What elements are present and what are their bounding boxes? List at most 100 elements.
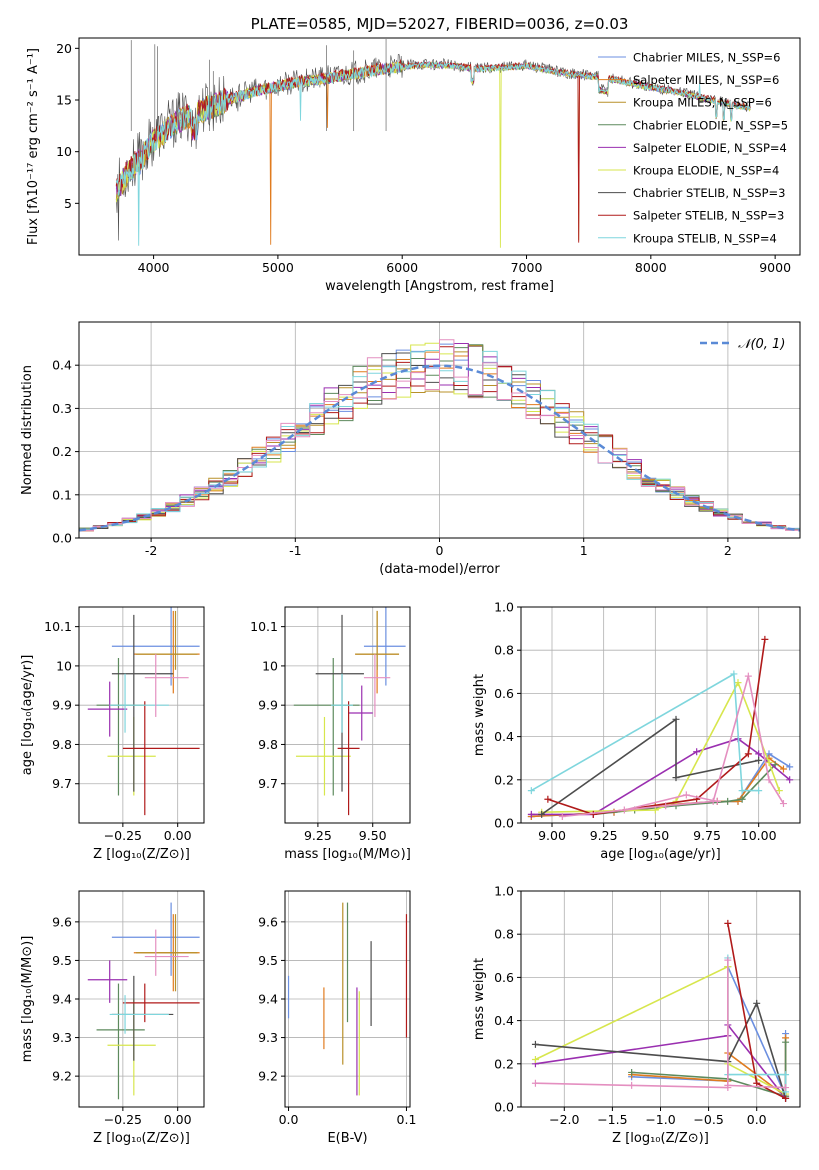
weight-marker — [724, 956, 732, 964]
y-tick-label: 9.3 — [52, 1030, 72, 1045]
x-tick-label: -2 — [145, 543, 157, 558]
mass-vs-metallicity-panel: −0.25 0.00 9.2 9.3 9.4 9.5 9.6 Z [log₁₀(Z/Z⊙)] m… — [20, 890, 205, 1146]
weight-series-line — [547, 639, 766, 816]
x-tick-label: 0.1 — [397, 1112, 417, 1127]
weight-marker — [724, 1084, 732, 1092]
legend-label: Salpeter STELIB, N_SSP=3 — [633, 209, 784, 223]
y-axis-label: mass [log₁₀(M/M⊙)] — [20, 936, 35, 1063]
x-tick-label: -1 — [289, 543, 301, 558]
weight-series-line — [562, 675, 785, 818]
weight-marker — [786, 776, 794, 784]
weight-marker — [744, 750, 752, 758]
weight-marker — [738, 795, 746, 803]
spectrum-series-line — [115, 61, 751, 246]
weight-marker — [755, 756, 763, 764]
weight-marker — [628, 1068, 636, 1076]
weight-marker — [734, 679, 742, 687]
y-tick-label: 9.5 — [52, 953, 72, 968]
plot-area — [527, 635, 794, 821]
grid-lines — [285, 607, 410, 823]
x-tick-label: −2.0 — [549, 1112, 579, 1127]
x-tick-label: 0 — [436, 543, 444, 558]
x-tick-label: 0.0 — [279, 1112, 299, 1127]
legend-label: 𝒩(0, 1) — [738, 337, 785, 352]
plot-area — [293, 607, 406, 816]
mass-vs-extinction-panel: 0.0 0.1 9.2 9.3 9.4 9.5 9.6 E(B-V) — [258, 890, 417, 1146]
grid-lines — [79, 607, 204, 823]
x-axis-label: E(B-V) — [327, 1131, 367, 1146]
y-tick-label: 0.1 — [52, 487, 72, 502]
y-tick-label: 10.1 — [44, 619, 72, 634]
legend-label: Kroupa STELIB, N_SSP=4 — [633, 231, 777, 245]
x-tick-label: 5000 — [262, 260, 294, 275]
legend-label: Chabrier STELIB, N_SSP=3 — [633, 186, 785, 200]
weight-marker — [589, 810, 597, 818]
x-axis-label: (data-model)/error — [379, 562, 500, 577]
y-tick-label: 9.2 — [52, 1069, 72, 1084]
weight-marker — [738, 787, 746, 795]
x-axis-label: Z [log₁₀(Z/Z⊙)] — [93, 847, 190, 862]
y-tick-label: 0.2 — [52, 444, 72, 459]
plot-area — [79, 339, 800, 532]
axes-frame — [78, 37, 801, 256]
x-tick-label: 9.50 — [359, 828, 387, 843]
x-tick-label: 0.00 — [164, 1112, 192, 1127]
y-tick-label: 0.6 — [494, 686, 514, 701]
weight-marker — [558, 813, 566, 821]
weight-marker — [531, 1079, 539, 1087]
weight-marker — [651, 806, 659, 814]
weight-marker — [527, 810, 535, 818]
y-tick-label: 9.4 — [258, 992, 278, 1007]
y-tick-label: 0.4 — [52, 358, 72, 373]
weight-marker — [531, 1040, 539, 1048]
y-tick-label: 9.3 — [258, 1030, 278, 1045]
weight-marker — [538, 810, 546, 818]
weight-marker — [620, 806, 628, 814]
residuals-panel: -2 -1 0 1 2 0.0 0.1 0.2 0.3 0.4 (data-model)/error… — [20, 321, 801, 577]
y-tick-label: 10 — [262, 658, 278, 673]
weight-marker — [713, 797, 721, 805]
plot-area — [287, 902, 408, 1096]
y-tick-label: 9.9 — [52, 698, 72, 713]
weight-marker — [779, 765, 787, 773]
x-tick-label: 10.00 — [741, 828, 777, 843]
x-tick-label: 0.0 — [747, 1112, 767, 1127]
legend: 𝒩(0, 1) — [700, 337, 785, 352]
spectrum-panel: 4000 5000 6000 7000 8000 9000 5 10 15 20 wavelengt… — [26, 15, 801, 294]
x-tick-label: 7000 — [511, 260, 543, 275]
weight-marker — [786, 763, 794, 771]
weight-marker — [531, 1055, 539, 1063]
x-tick-label: 9.00 — [538, 828, 566, 843]
y-tick-label: 9.6 — [52, 914, 72, 929]
y-tick-label: 5 — [64, 196, 72, 211]
y-tick-label: 9.8 — [258, 737, 278, 752]
age-vs-mass-panel: 9.25 9.50 9.7 9.8 9.9 10 10.1 mass [log₁₀(M/M⊙)… — [250, 606, 411, 862]
x-tick-label: −0.25 — [104, 1112, 142, 1127]
y-tick-label: 0.4 — [494, 729, 514, 744]
weight-marker — [782, 1038, 790, 1046]
y-tick-label: 20 — [56, 41, 72, 56]
y-axis-label: mass weight — [472, 958, 487, 1040]
plot-area — [87, 902, 200, 1100]
x-tick-label: 9.25 — [304, 828, 332, 843]
x-axis-label: Z [log₁₀(Z/Z⊙)] — [93, 1131, 190, 1146]
weight-marker — [527, 787, 535, 795]
x-axis-label: mass [log₁₀(M/M⊙)] — [284, 847, 411, 862]
age-vs-metallicity-panel: −0.25 0.00 9.7 9.8 9.9 10 10.1 Z [log₁₀(Z/Z⊙)] a… — [20, 606, 205, 862]
x-tick-label: −1.5 — [597, 1112, 627, 1127]
y-tick-label: 9.9 — [258, 698, 278, 713]
y-tick-label: 9.8 — [52, 737, 72, 752]
y-tick-label: 1.0 — [494, 884, 514, 899]
y-tick-label: 9.2 — [258, 1069, 278, 1084]
weight-marker — [662, 802, 670, 810]
y-tick-label: 9.5 — [258, 953, 278, 968]
x-tick-label: 2 — [724, 543, 732, 558]
x-tick-label: 9.25 — [590, 828, 618, 843]
weight-vs-metallicity-panel: −2.0 −1.5 −1.0 −0.5 0.0 0.0 0.2 0.4 0.6 0.8 1.0 Z [… — [472, 884, 801, 1146]
y-tick-label: 0.8 — [494, 927, 514, 942]
weight-marker — [753, 1079, 761, 1087]
weight-series-line — [531, 737, 791, 816]
y-tick-label: 9.7 — [52, 776, 72, 791]
y-tick-label: 0.0 — [494, 1100, 514, 1115]
